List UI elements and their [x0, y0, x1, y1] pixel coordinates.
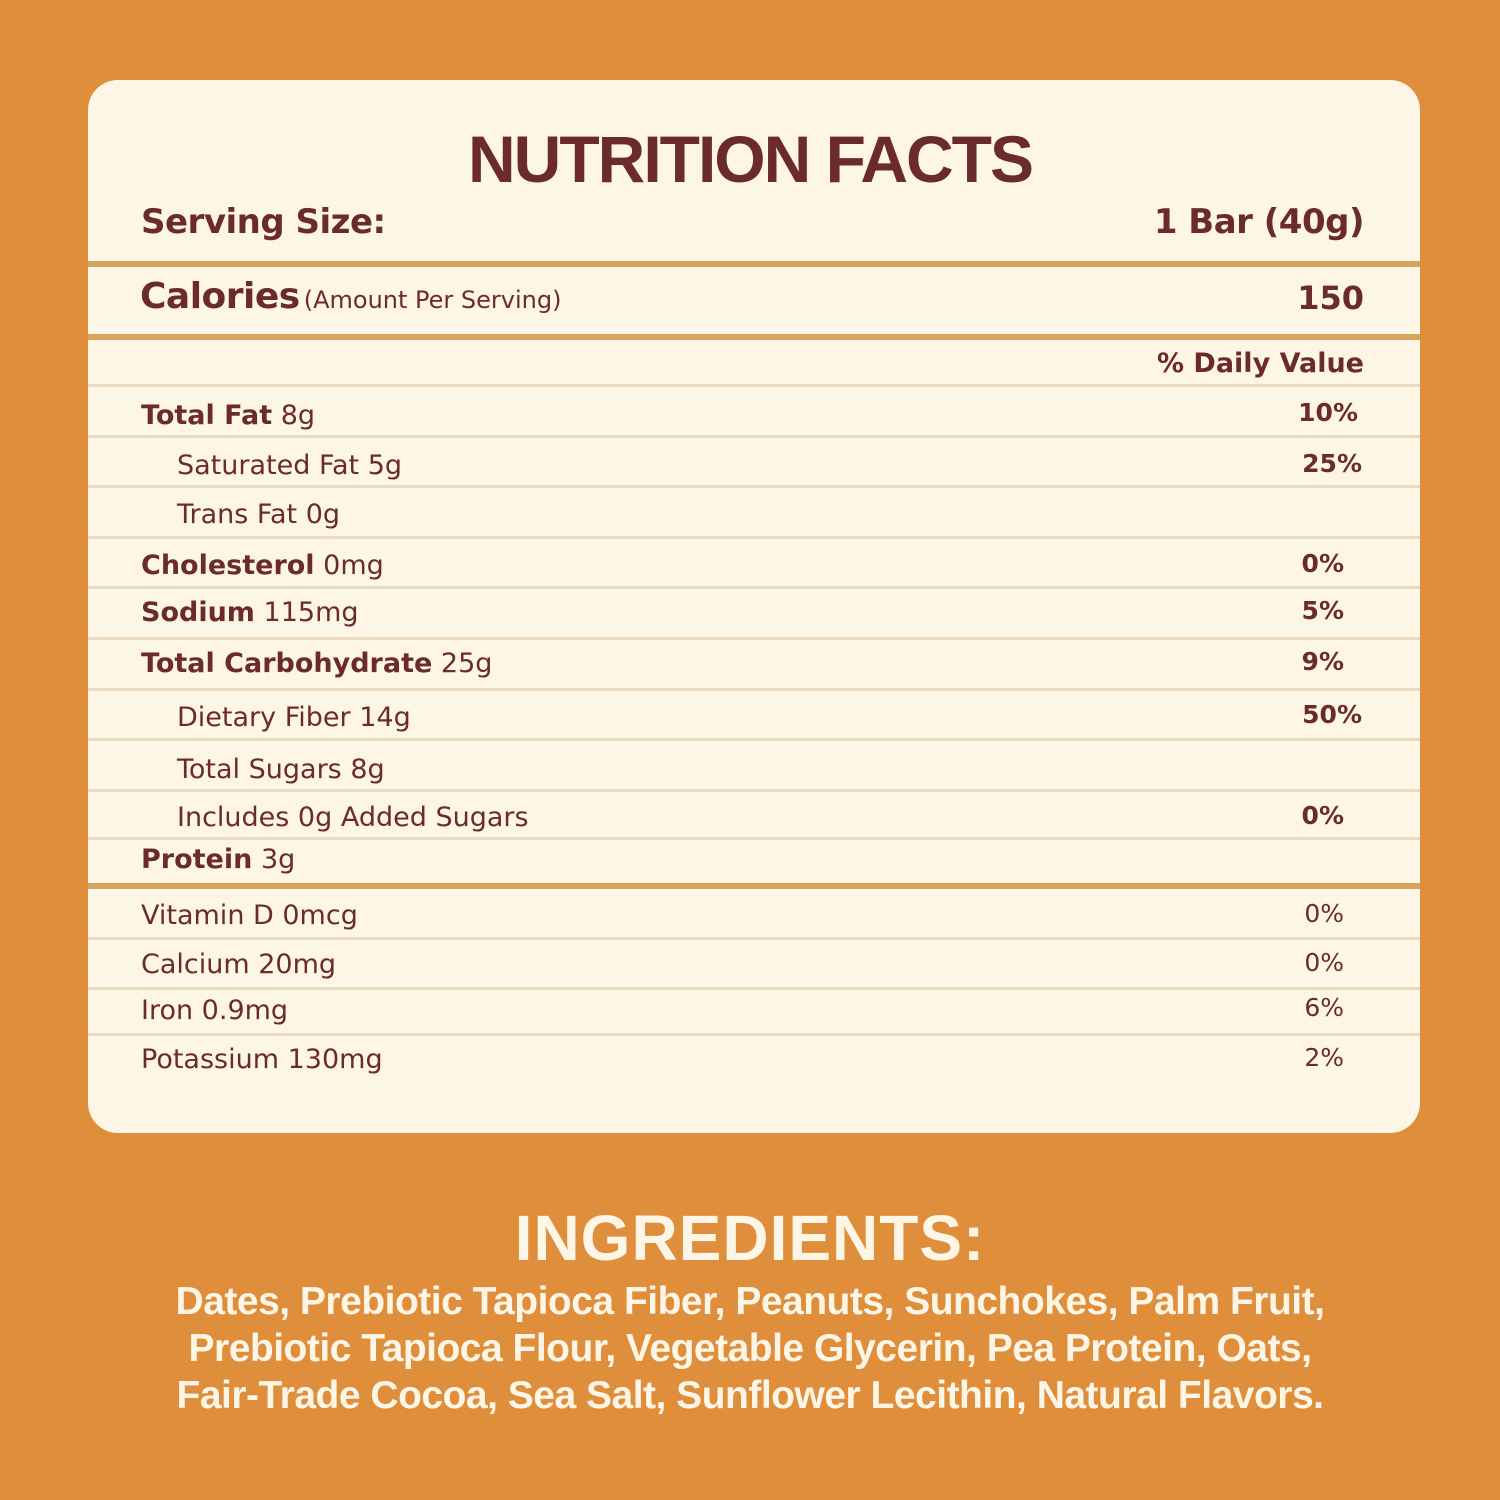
- ingredients-line: Fair-Trade Cocoa, Sea Salt, Sunflower Le…: [176, 1374, 1324, 1417]
- nutrition-facts-title: NUTRITION FACTS: [468, 122, 1034, 196]
- divider-thick: [88, 261, 1420, 267]
- vitamin-dv-iron: 6%: [1304, 993, 1344, 1022]
- ingredients-line: Dates, Prebiotic Tapioca Fiber, Peanuts,…: [175, 1280, 1325, 1323]
- divider-thin: [88, 789, 1420, 792]
- divider-thin: [88, 987, 1420, 990]
- nutrient-dv-sodium: 5%: [1301, 596, 1344, 625]
- divider-thin: [88, 384, 1420, 387]
- divider-thin: [88, 485, 1420, 488]
- vitamin-dv-vitamin-d: 0%: [1304, 899, 1344, 928]
- nutrient-dv-cholesterol: 0%: [1301, 549, 1344, 578]
- nutrient-row-trans-fat: Trans Fat 0g: [177, 499, 341, 530]
- ingredients-line: Prebiotic Tapioca Flour, Vegetable Glyce…: [188, 1327, 1312, 1370]
- nutrient-row-cholesterol: Cholesterol 0mg: [141, 550, 384, 581]
- vitamin-dv-calcium: 0%: [1304, 948, 1344, 977]
- vitamin-row-iron: Iron 0.9mg: [141, 995, 289, 1026]
- divider-thick: [88, 334, 1420, 340]
- nutrient-dv-saturated-fat: 25%: [1302, 449, 1362, 478]
- vitamin-row-calcium: Calcium 20mg: [141, 949, 337, 980]
- calories-row: Calories (Amount Per Serving): [140, 275, 561, 322]
- divider-thin: [88, 536, 1420, 539]
- nutrient-row-sodium: Sodium 115mg: [141, 597, 359, 628]
- divider-thin: [88, 937, 1420, 940]
- calories-note: (Amount Per Serving): [303, 286, 562, 314]
- vitamin-row-vitamin-d: Vitamin D 0mcg: [141, 900, 358, 931]
- vitamin-dv-potassium: 2%: [1304, 1043, 1344, 1072]
- divider-thin: [88, 688, 1420, 691]
- nutrient-row-added-sugars: Includes 0g Added Sugars: [177, 802, 529, 833]
- divider-thin: [88, 637, 1420, 640]
- divider-thin: [88, 586, 1420, 589]
- calories-label: Calories: [140, 276, 300, 317]
- daily-value-header: % Daily Value: [1156, 348, 1364, 379]
- ingredients-list: Dates, Prebiotic Tapioca Fiber, Peanuts,…: [120, 1278, 1380, 1419]
- nutrition-panel: [88, 80, 1420, 1133]
- nutrient-dv-total-fat: 10%: [1298, 398, 1358, 427]
- nutrient-dv-total-carbohydrate: 9%: [1301, 647, 1344, 676]
- nutrient-row-total-fat: Total Fat 8g: [141, 400, 316, 431]
- divider-thin: [88, 1033, 1420, 1036]
- nutrient-row-total-sugars: Total Sugars 8g: [177, 754, 385, 785]
- divider-thin: [88, 435, 1420, 438]
- serving-size-label: Serving Size:: [141, 202, 386, 242]
- divider-thick: [88, 883, 1420, 889]
- nutrient-row-total-carbohydrate: Total Carbohydrate 25g: [141, 648, 493, 679]
- nutrient-row-protein: Protein 3g: [141, 844, 296, 875]
- serving-size-value: 1 Bar (40g): [1153, 202, 1365, 242]
- divider-thin: [88, 738, 1420, 741]
- nutrient-dv-dietary-fiber: 50%: [1302, 700, 1362, 729]
- nutrient-dv-added-sugars: 0%: [1301, 801, 1344, 830]
- divider-thin: [88, 837, 1420, 840]
- nutrient-row-saturated-fat: Saturated Fat 5g: [177, 450, 403, 481]
- vitamin-row-potassium: Potassium 130mg: [141, 1044, 383, 1075]
- calories-value: 150: [1297, 279, 1364, 317]
- nutrient-row-dietary-fiber: Dietary Fiber 14g: [177, 702, 411, 733]
- ingredients-title: INGREDIENTS:: [514, 1202, 986, 1274]
